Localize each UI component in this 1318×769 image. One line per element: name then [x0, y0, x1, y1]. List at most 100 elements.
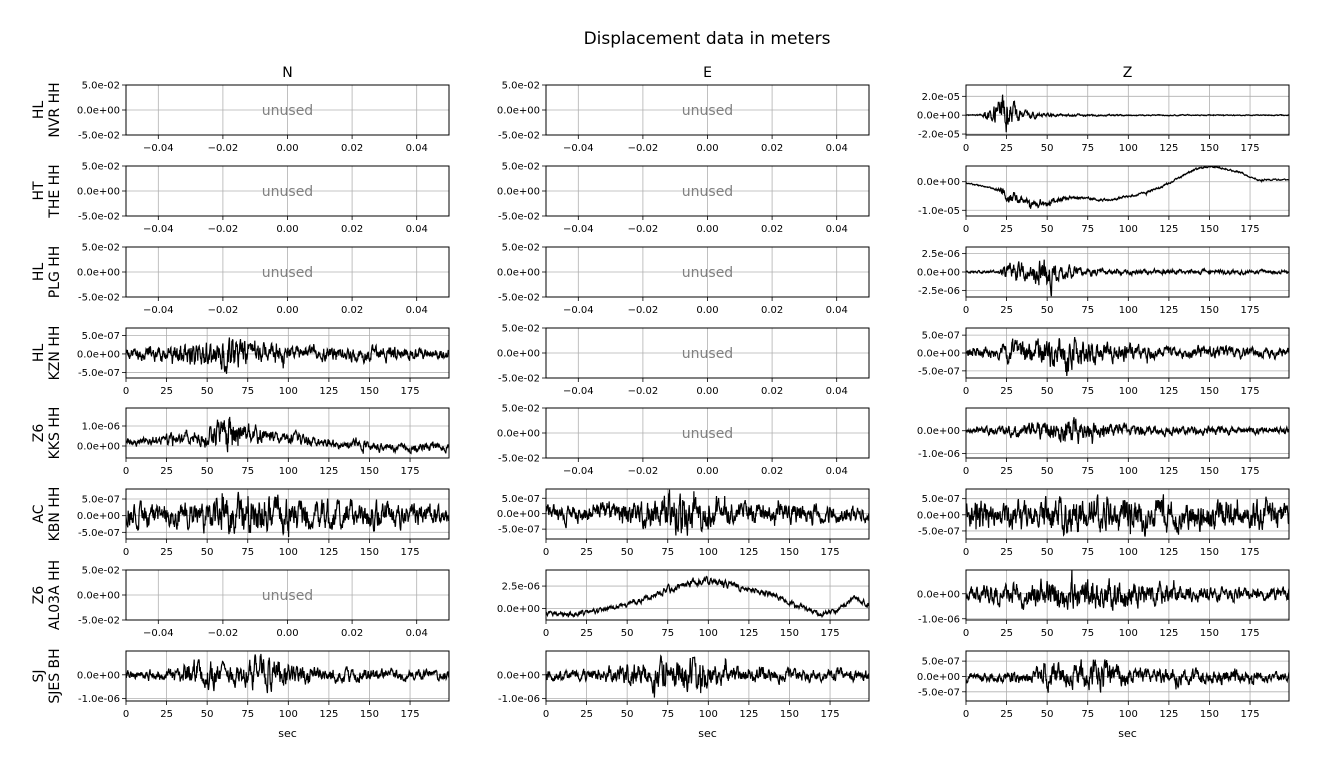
x-tick-label: 50	[1041, 386, 1054, 397]
panel-z-6: 0 25 50 75 100 125 150 175 -1.0e-06 0.0e+00	[917, 569, 1290, 639]
y-tick-label: 0.0e+00	[917, 349, 960, 360]
y-tick-label: -5.0e-02	[78, 131, 120, 142]
x-tick-label: 75	[1081, 547, 1094, 558]
x-tick-label: 175	[1240, 466, 1259, 477]
row-label-network: HL	[31, 263, 47, 282]
x-tick-label: 0.04	[406, 143, 428, 154]
trace-line	[966, 337, 1289, 377]
x-tick-label: 50	[201, 386, 214, 397]
x-tick-label: 0.04	[826, 224, 848, 235]
y-tick-label: -2.0e-05	[918, 130, 960, 141]
x-tick-label: 0.04	[826, 305, 848, 316]
trace-line	[966, 417, 1289, 445]
row-label-network: SJ	[31, 669, 47, 682]
y-tick-label: -5.0e-02	[78, 293, 120, 304]
y-tick-label: -5.0e-07	[918, 366, 960, 377]
x-tick-label: 150	[1200, 547, 1219, 558]
x-tick-label: 25	[1000, 628, 1013, 639]
x-tick-label: 0.02	[341, 628, 363, 639]
x-tick-label: 0	[963, 466, 969, 477]
x-tick-label: 100	[1119, 709, 1138, 720]
row-label-station: SJES BH	[47, 648, 63, 703]
x-tick-label: 0.02	[761, 143, 783, 154]
x-tick-label: 25	[160, 466, 173, 477]
axes-frame	[125, 407, 450, 459]
y-tick-label: 0.0e+00	[497, 509, 540, 520]
x-tick-label: 0.00	[696, 305, 718, 316]
y-tick-label: 0.0e+00	[917, 510, 960, 521]
x-tick-label: 25	[580, 547, 593, 558]
x-tick-label: 75	[1081, 224, 1094, 235]
panel-e-6: 0 25 50 75 100 125 150 175 0.0e+00 2.5e-06	[497, 569, 870, 639]
y-tick-label: 0.0e+00	[917, 589, 960, 600]
x-tick-label: 25	[1000, 224, 1013, 235]
y-tick-label: -5.0e-07	[918, 526, 960, 537]
x-tick-label: −0.04	[143, 305, 174, 316]
panel-n-5: 0 25 50 75 100 125 150 175 -5.0e-07 0.0e+00 5.0e-0…	[77, 488, 450, 558]
x-tick-label: 100	[279, 709, 298, 720]
y-tick-label: 0.0e+00	[77, 670, 120, 681]
x-tick-label: 75	[661, 709, 674, 720]
y-tick-label: 5.0e-02	[82, 162, 120, 173]
panel-z-7: 0 25 50 75 100 125 150 175 -5.0e-07 0.0e+00 5.0e-0…	[917, 650, 1290, 720]
x-tick-label: 175	[1240, 709, 1259, 720]
axes-frame	[965, 84, 1290, 136]
trace-line	[126, 337, 449, 374]
trace-line	[966, 259, 1289, 297]
x-tick-label: 0	[123, 709, 129, 720]
x-tick-label: 0.00	[696, 143, 718, 154]
y-tick-label: 2.5e-06	[922, 249, 960, 260]
x-tick-label: 50	[1041, 224, 1054, 235]
x-tick-label: 75	[241, 386, 254, 397]
row-label-station: THE HH	[47, 164, 63, 218]
y-tick-label: 0.0e+00	[77, 268, 120, 279]
y-tick-label: 0.0e+00	[77, 591, 120, 602]
y-tick-label: 0.0e+00	[917, 268, 960, 279]
panel-e-4: unused −0.04 −0.02 0.00 0.02 0.04 -5.0e-02 0.0e…	[497, 404, 870, 477]
trace-line	[126, 416, 449, 455]
x-tick-label: 150	[1200, 305, 1219, 316]
y-tick-label: -5.0e-07	[78, 368, 120, 379]
x-tick-label: 0	[123, 386, 129, 397]
x-tick-label: 0	[963, 224, 969, 235]
x-tick-label: −0.04	[143, 224, 174, 235]
y-tick-label: -5.0e-02	[498, 293, 540, 304]
x-tick-label: 75	[241, 466, 254, 477]
panel-e-2: unused −0.04 −0.02 0.00 0.02 0.04 -5.0e-02 0.0e…	[497, 243, 870, 316]
x-tick-label: 125	[1159, 386, 1178, 397]
x-tick-label: 0.00	[276, 143, 298, 154]
x-tick-label: 150	[360, 466, 379, 477]
panel-z-4: 0 25 50 75 100 125 150 175 -1.0e-06 0.0e+00	[917, 407, 1290, 477]
unused-label: unused	[682, 426, 733, 442]
y-tick-label: 0.0e+00	[917, 177, 960, 188]
x-tick-label: 0	[543, 709, 549, 720]
row-label-station: KZN HH	[47, 326, 63, 381]
x-tick-label: 25	[580, 628, 593, 639]
x-tick-label: −0.02	[628, 224, 659, 235]
x-tick-label: −0.04	[563, 224, 594, 235]
x-tick-label: 125	[319, 386, 338, 397]
x-tick-label: 25	[1000, 466, 1013, 477]
x-tick-label: 50	[201, 547, 214, 558]
row-label-network: HT	[31, 181, 47, 201]
x-tick-label: 0.04	[406, 305, 428, 316]
x-tick-label: 75	[1081, 305, 1094, 316]
x-tick-label: 75	[241, 547, 254, 558]
y-tick-label: -5.0e-02	[498, 212, 540, 223]
trace-line	[966, 659, 1289, 693]
x-tick-label: 175	[400, 709, 419, 720]
x-tick-label: 125	[739, 709, 758, 720]
row-label-station: NVR HH	[47, 82, 63, 137]
x-tick-label: 175	[1240, 224, 1259, 235]
y-tick-label: -1.0e-06	[498, 694, 540, 705]
x-tick-label: 175	[820, 709, 839, 720]
x-tick-label: 75	[661, 547, 674, 558]
y-tick-label: -1.0e-06	[918, 614, 960, 625]
row-label-3: HL KZN HH	[31, 326, 63, 381]
x-tick-label: 50	[201, 466, 214, 477]
x-tick-label: 0.04	[406, 628, 428, 639]
x-tick-label: 150	[360, 547, 379, 558]
x-tick-label: 0.02	[341, 143, 363, 154]
x-tick-label: 125	[739, 547, 758, 558]
